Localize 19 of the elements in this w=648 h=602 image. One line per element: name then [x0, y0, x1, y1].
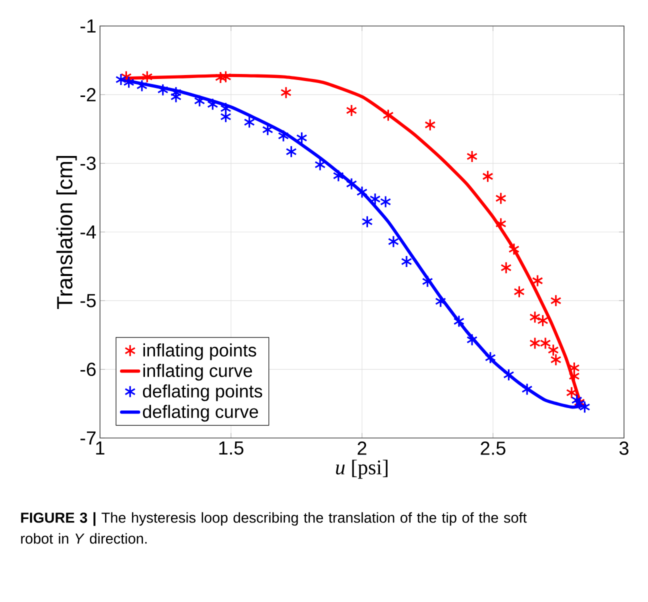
- y-tick-label: -3: [80, 156, 96, 170]
- y-tick-label: -7: [80, 431, 96, 445]
- x-tick-label: 2: [358, 442, 366, 455]
- y-tick-label: -5: [80, 294, 96, 308]
- x-tick-label: 3: [619, 442, 628, 455]
- x-tick-label: 1.5: [219, 442, 244, 455]
- y-tick-label: -6: [80, 362, 96, 376]
- legend-label: inflating points: [143, 343, 256, 360]
- x-tick-label: 1: [96, 442, 104, 455]
- y-tick-label: -4: [80, 225, 96, 239]
- x-tick-label: 2.5: [480, 442, 506, 455]
- text: FIGURE 3 | The hysteresis loop describing the translation of the tip of the soft robot in Y direction.: [21, 512, 527, 544]
- y-tick-label: -2: [80, 88, 96, 102]
- legend-label: deflating points: [142, 384, 262, 402]
- y-tick-label: -1: [80, 19, 96, 33]
- legend-label: inflating curve: [143, 364, 252, 381]
- y-axis-title: Translation [cm]: [56, 156, 77, 310]
- legend-label: deflating curve: [142, 404, 258, 422]
- x-axis-title: u [psi]: [336, 460, 388, 479]
